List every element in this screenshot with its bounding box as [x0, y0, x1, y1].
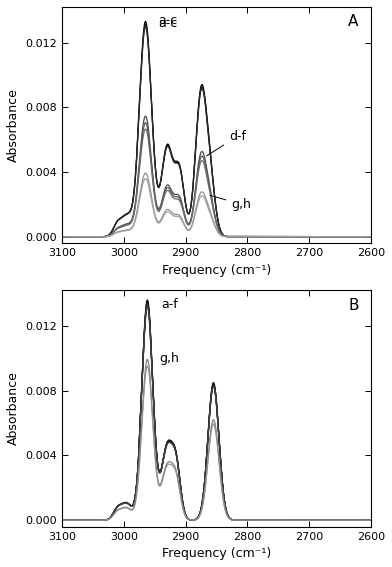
Text: a-c: a-c — [158, 18, 178, 31]
Text: a-f: a-f — [161, 298, 178, 311]
Text: g,h: g,h — [210, 196, 251, 211]
Text: A: A — [348, 14, 359, 29]
Y-axis label: Absorbance: Absorbance — [7, 371, 20, 446]
X-axis label: Frequency (cm⁻¹): Frequency (cm⁻¹) — [162, 264, 271, 277]
Y-axis label: Absorbance: Absorbance — [7, 88, 20, 162]
Text: B: B — [348, 298, 359, 312]
X-axis label: Frequency (cm⁻¹): Frequency (cm⁻¹) — [162, 547, 271, 560]
Text: d-f: d-f — [207, 130, 246, 156]
Text: g,h: g,h — [160, 352, 180, 365]
Text: a-c: a-c — [158, 14, 177, 27]
